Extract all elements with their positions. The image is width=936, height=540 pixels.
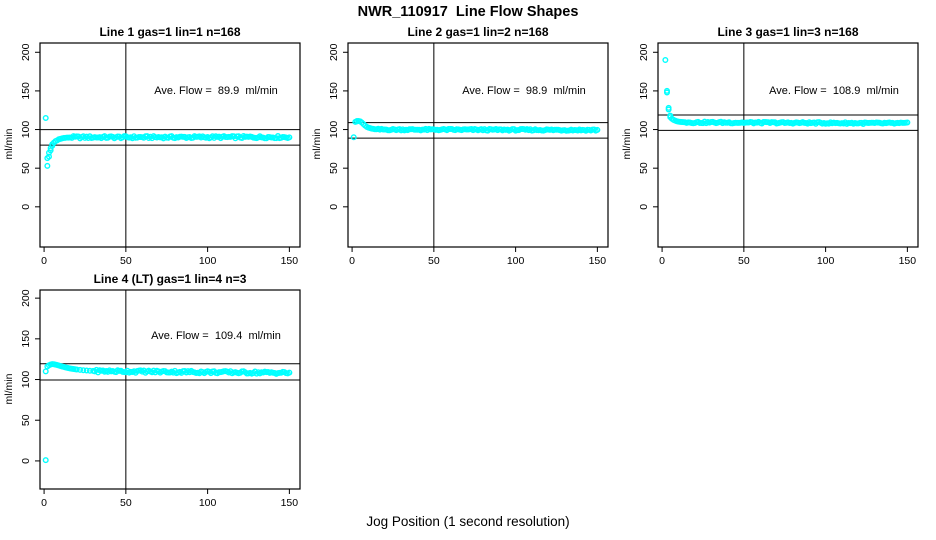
y-tick-label: 150 <box>638 82 650 100</box>
y-tick-label: 0 <box>328 204 340 210</box>
data-point <box>594 126 601 133</box>
data-point <box>73 366 80 373</box>
y-tick-label: 150 <box>328 82 340 100</box>
data-point <box>45 153 52 160</box>
x-tick-label: 100 <box>507 255 525 267</box>
y-tick-label: 150 <box>20 330 32 348</box>
x-tick-label: 50 <box>120 497 132 509</box>
x-tick-label: 50 <box>738 255 750 267</box>
panel-title-line4: Line 4 (LT) gas=1 lin=4 n=3 <box>93 272 247 286</box>
data-point <box>77 366 84 373</box>
y-tick-label: 0 <box>20 204 32 210</box>
panel-title-line2: Line 2 gas=1 lin=2 n=168 <box>407 25 549 39</box>
y-tick-label: 100 <box>638 121 650 139</box>
y-tick-label: 150 <box>20 82 32 100</box>
data-point <box>83 367 90 374</box>
x-tick-label: 50 <box>120 255 132 267</box>
y-tick-label: 100 <box>20 371 32 389</box>
y-tick-label: 0 <box>638 204 650 210</box>
data-point <box>904 119 911 126</box>
y-tick-label: 100 <box>328 121 340 139</box>
x-tick-label: 50 <box>428 255 440 267</box>
y-axis-label-line2: ml/min <box>311 128 323 160</box>
y-tick-label: 200 <box>328 43 340 61</box>
data-point <box>286 134 293 141</box>
x-tick-label: 150 <box>281 255 299 267</box>
y-axis-label-line4: ml/min <box>3 373 15 405</box>
y-axis-label-line1: ml/min <box>3 128 15 160</box>
data-point <box>665 106 672 113</box>
data-point <box>80 367 87 374</box>
x-tick-label: 150 <box>589 255 607 267</box>
y-tick-label: 200 <box>638 43 650 61</box>
x-tick-label: 0 <box>659 255 665 267</box>
y-tick-label: 200 <box>20 289 32 307</box>
x-tick-label: 0 <box>41 255 47 267</box>
y-tick-label: 200 <box>20 43 32 61</box>
plot-frame <box>39 289 301 490</box>
x-tick-label: 100 <box>199 255 217 267</box>
x-tick-label: 100 <box>817 255 835 267</box>
panel-title-line1: Line 1 gas=1 lin=1 n=168 <box>99 25 241 39</box>
y-tick-label: 100 <box>20 121 32 139</box>
data-point <box>42 114 49 121</box>
avg-flow-annotation-line2: Ave. Flow = 98.9 ml/min <box>462 85 586 97</box>
data-point <box>350 134 357 141</box>
x-tick-label: 150 <box>899 255 917 267</box>
avg-flow-annotation-line1: Ave. Flow = 89.9 ml/min <box>154 85 278 97</box>
data-point <box>42 457 49 464</box>
avg-flow-annotation-line3: Ave. Flow = 108.9 ml/min <box>769 85 899 97</box>
x-tick-label: 0 <box>349 255 355 267</box>
figure-title: NWR_110917 Line Flow Shapes <box>357 4 579 20</box>
y-tick-label: 50 <box>638 162 650 174</box>
data-point <box>42 368 49 375</box>
y-tick-label: 50 <box>20 414 32 426</box>
data-point <box>286 369 293 376</box>
panel-title-line3: Line 3 gas=1 lin=3 n=168 <box>717 25 859 39</box>
data-point <box>663 89 670 96</box>
x-tick-label: 0 <box>41 497 47 509</box>
y-tick-label: 50 <box>20 162 32 174</box>
avg-flow-annotation-line4: Ave. Flow = 109.4 ml/min <box>151 330 281 342</box>
x-tick-label: 100 <box>199 497 217 509</box>
x-tick-label: 150 <box>281 497 299 509</box>
plot-frame <box>347 42 609 248</box>
y-tick-label: 0 <box>20 458 32 464</box>
data-point <box>44 162 51 169</box>
plot-frame <box>657 42 919 248</box>
x-axis-title: Jog Position (1 second resolution) <box>366 514 570 529</box>
plot-frame <box>39 42 301 248</box>
y-tick-label: 50 <box>328 162 340 174</box>
y-axis-label-line3: ml/min <box>621 128 633 160</box>
data-point <box>662 57 669 64</box>
